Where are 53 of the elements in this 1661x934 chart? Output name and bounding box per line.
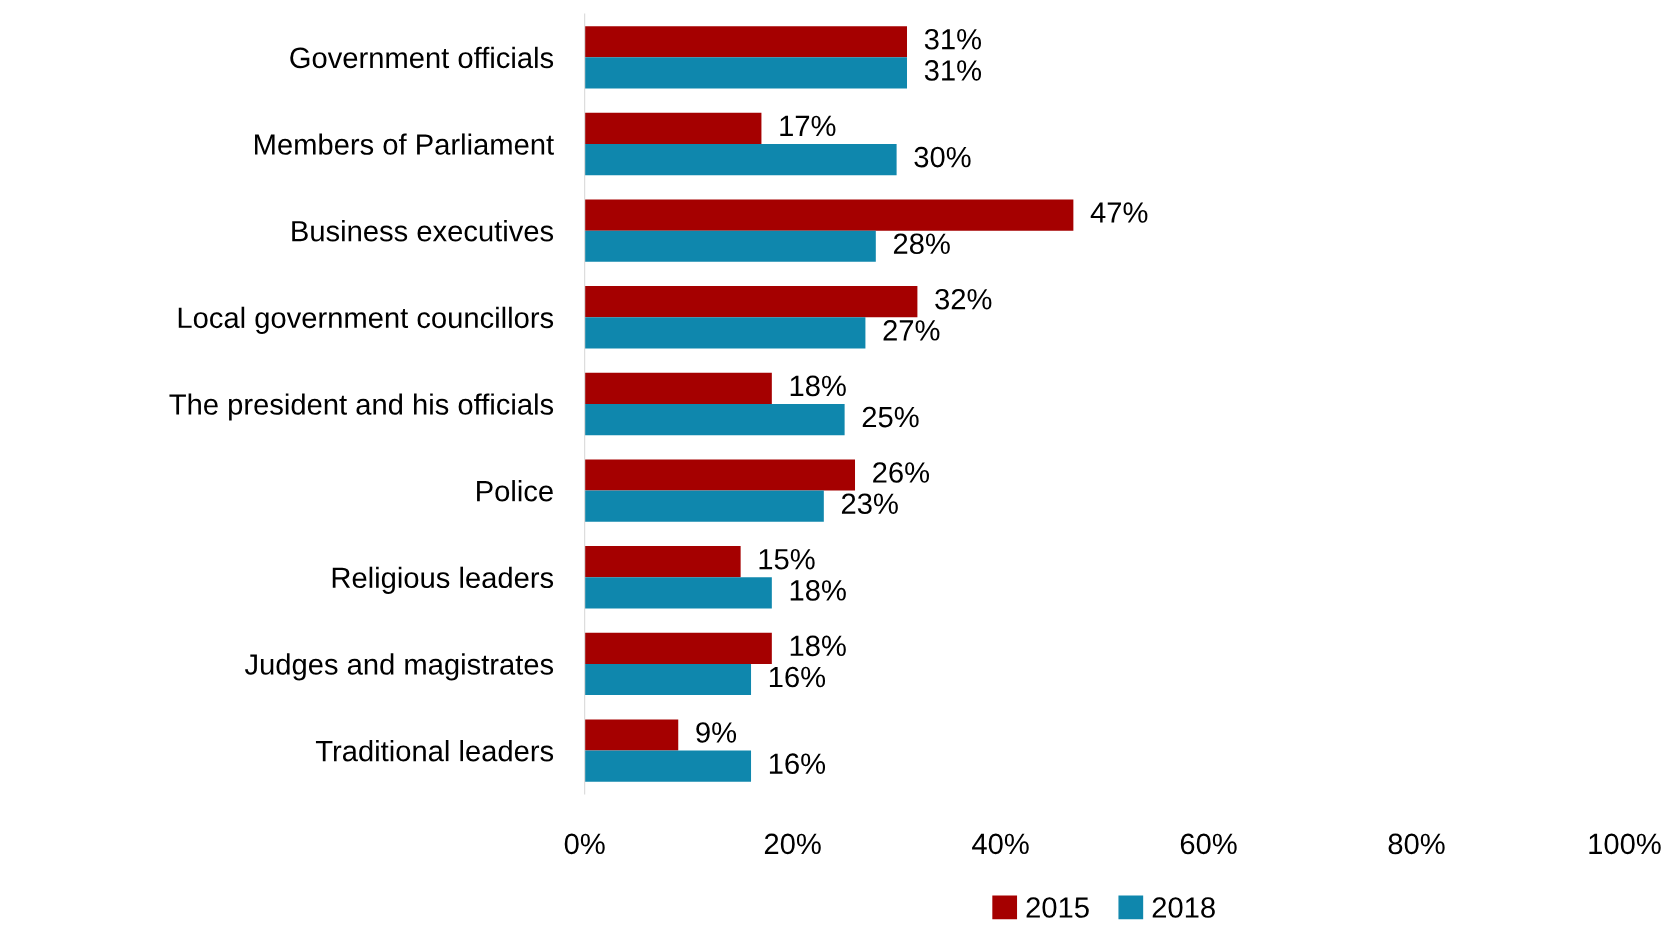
x-tick-label: 20% bbox=[764, 833, 821, 855]
bar bbox=[584, 403, 845, 436]
data-label: 18% bbox=[790, 635, 846, 657]
data-label: 47% bbox=[1090, 202, 1148, 223]
y-tick-label: Religious leaders bbox=[332, 566, 554, 594]
bar bbox=[584, 719, 679, 751]
data-label: 18% bbox=[790, 580, 846, 601]
data-label: 9% bbox=[696, 722, 737, 743]
data-label: 31% bbox=[924, 28, 982, 50]
legend-label: 2015 bbox=[1026, 897, 1089, 918]
data-label: 31% bbox=[924, 60, 982, 81]
bar bbox=[584, 57, 908, 89]
x-tick-label: 60% bbox=[1180, 833, 1237, 855]
data-label: 18% bbox=[790, 375, 846, 397]
bar bbox=[584, 490, 824, 522]
bar bbox=[584, 199, 1074, 231]
x-tick-label: 0% bbox=[564, 833, 605, 855]
y-tick-label: Judges and magistrates bbox=[244, 653, 554, 681]
bar bbox=[584, 750, 752, 782]
bar bbox=[584, 112, 762, 144]
data-label: 28% bbox=[893, 233, 950, 255]
y-tick-label: The president and his officials bbox=[169, 393, 554, 421]
data-label: 25% bbox=[862, 406, 919, 428]
data-label: 27% bbox=[883, 320, 940, 341]
data-label: 26% bbox=[873, 462, 930, 483]
bar bbox=[584, 546, 741, 578]
bar bbox=[584, 230, 876, 262]
bar bbox=[584, 663, 752, 696]
bar bbox=[584, 459, 856, 491]
legend-label: 2018 bbox=[1152, 897, 1215, 918]
data-label: 23% bbox=[841, 493, 898, 515]
data-label: 30% bbox=[914, 146, 971, 168]
bar bbox=[584, 286, 918, 318]
x-tick-label: 80% bbox=[1388, 833, 1445, 855]
bar bbox=[584, 26, 908, 58]
bar bbox=[584, 317, 866, 349]
bar bbox=[584, 577, 772, 609]
y-tick-label: Members of Parliament bbox=[255, 133, 554, 155]
y-tick-label: Government officials bbox=[290, 46, 554, 69]
bar bbox=[584, 143, 897, 176]
data-label: 16% bbox=[769, 753, 826, 774]
x-tick-label: 40% bbox=[972, 833, 1029, 855]
data-label: 32% bbox=[935, 288, 992, 310]
x-tick-label: 100% bbox=[1589, 833, 1661, 855]
data-label: 16% bbox=[769, 666, 826, 688]
y-tick-label: Business executives bbox=[292, 220, 554, 242]
bar bbox=[584, 372, 772, 404]
data-label: 17% bbox=[780, 115, 836, 137]
y-tick-label: Local government councillors bbox=[178, 306, 554, 334]
bar bbox=[584, 632, 772, 664]
data-label: 15% bbox=[759, 548, 815, 570]
y-tick-label: Traditional leaders bbox=[315, 740, 554, 762]
y-tick-label: Police bbox=[477, 480, 553, 502]
